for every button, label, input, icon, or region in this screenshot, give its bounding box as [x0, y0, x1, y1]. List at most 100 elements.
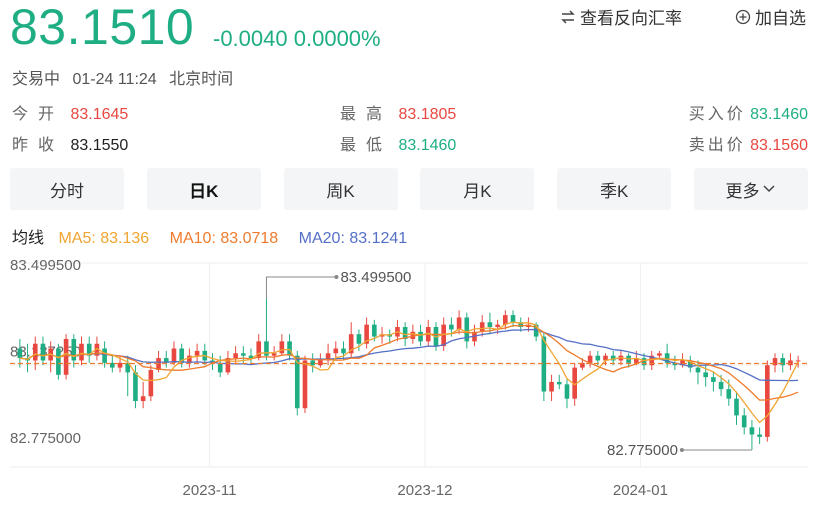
bid-value: 83.1460: [750, 106, 808, 123]
candle-body: [564, 384, 570, 399]
period-tabs: 分时 日K 周K 月K 季K 更多: [10, 168, 808, 210]
ma-legend: 均线 MA5: 83.136 MA10: 83.0718 MA20: 83.12…: [12, 224, 423, 248]
plus-circle-icon: [735, 9, 751, 24]
candle-body: [757, 434, 762, 437]
candle-body: [657, 353, 662, 356]
bid-label: 买入价: [688, 106, 746, 123]
tab-weekly-k-label: 周K: [326, 181, 355, 201]
candle-body: [726, 389, 732, 399]
candle-body: [86, 343, 92, 356]
tab-quarterly-k-label: 季K: [600, 181, 629, 201]
candle-body: [664, 353, 670, 363]
candle-body: [372, 324, 377, 337]
status-text: 交易中: [12, 71, 61, 88]
candle-body: [780, 358, 786, 366]
tab-more[interactable]: 更多: [693, 168, 808, 210]
max-annotation: 83.499500: [340, 269, 411, 286]
tab-more-label: 更多: [725, 181, 760, 201]
high-value: 83.1805: [398, 106, 457, 123]
ma5-label: MA5: 83.136: [58, 230, 150, 247]
candle-body: [348, 334, 354, 354]
min-pointer-dot: [679, 448, 684, 452]
candle-body: [32, 343, 38, 361]
candle-body: [248, 355, 254, 359]
tab-intraday[interactable]: 分时: [10, 168, 124, 210]
candle-body: [634, 358, 639, 363]
candle-body: [63, 338, 69, 375]
candle-body: [40, 343, 46, 361]
candle-body: [302, 360, 308, 409]
ma5-line: [19, 321, 799, 424]
candle-body: [148, 370, 154, 397]
candle-body: [765, 365, 770, 437]
candle-body: [441, 324, 446, 347]
high-label: 最高: [340, 106, 393, 123]
high-row: 最高 83.1805: [340, 100, 456, 124]
current-price: 83.1510: [10, 0, 195, 55]
ma10-label: MA10: 83.0718: [169, 230, 279, 247]
max-pointer-dot: [334, 275, 339, 279]
candle-body: [356, 334, 362, 344]
candle-body: [580, 362, 585, 368]
candle-body: [102, 348, 107, 363]
candle-body: [487, 322, 493, 328]
low-row: 最低 83.1460: [340, 131, 456, 155]
tab-quarterly-k[interactable]: 季K: [557, 168, 672, 210]
candle-body: [503, 315, 508, 325]
candle-body: [125, 362, 131, 373]
candle-body: [479, 322, 485, 332]
candle-body: [341, 348, 346, 354]
candle-body: [287, 341, 292, 356]
candle-body: [56, 348, 61, 375]
candle-body: [256, 341, 262, 359]
reverse-rate-label: 查看反向汇率: [580, 9, 682, 28]
tab-daily-k[interactable]: 日K: [146, 168, 261, 210]
candle-body: [788, 360, 793, 366]
candle-body: [603, 355, 608, 361]
candle-body: [749, 427, 755, 435]
candle-body: [734, 398, 739, 416]
candle-body: [572, 367, 577, 399]
candle-body: [556, 381, 562, 385]
price-change: -0.0040 0.0000%: [213, 26, 381, 52]
prev-close-value: 83.1550: [70, 137, 129, 154]
change-value: -0.0040: [213, 26, 288, 51]
tab-weekly-k[interactable]: 周K: [283, 168, 398, 210]
candle-body: [225, 358, 231, 373]
candle-body: [703, 372, 708, 378]
add-watch-button[interactable]: 加自选: [735, 4, 806, 29]
min-annotation: 82.775000: [607, 442, 678, 459]
prev-close-row: 昨收 83.1550: [12, 131, 128, 155]
candle-body: [510, 315, 516, 323]
candle-body: [418, 331, 423, 342]
candle-body: [741, 415, 747, 428]
low-value: 83.1460: [398, 137, 457, 154]
ma20-label: MA20: 83.1241: [298, 230, 408, 247]
candle-body: [171, 348, 177, 363]
bid-row: 买入价 83.1460: [689, 100, 808, 124]
candle-body: [233, 353, 238, 359]
ma20-line: [19, 328, 799, 382]
chevron-down-icon: [763, 185, 776, 193]
candle-body: [533, 324, 539, 337]
x-tick-label: 2023-12: [397, 482, 452, 499]
ma-title: 均线: [12, 230, 45, 247]
candle-body: [310, 360, 315, 366]
tab-daily-k-label: 日K: [189, 181, 219, 201]
reverse-rate-button[interactable]: 查看反向汇率: [560, 4, 682, 29]
candle-body: [711, 377, 716, 382]
candle-body: [110, 362, 115, 368]
candle-body: [772, 358, 778, 366]
ask-value: 83.1560: [750, 137, 808, 154]
max-pointer: [265, 276, 337, 299]
open-label: 今开: [12, 106, 65, 123]
candle-body: [271, 353, 277, 356]
tab-monthly-k[interactable]: 月K: [420, 168, 535, 210]
candle-body: [695, 367, 701, 373]
tab-intraday-label: 分时: [50, 181, 84, 201]
candle-body: [495, 324, 500, 328]
candle-body: [541, 336, 547, 392]
candle-body: [795, 360, 801, 362]
candle-body: [133, 372, 138, 402]
